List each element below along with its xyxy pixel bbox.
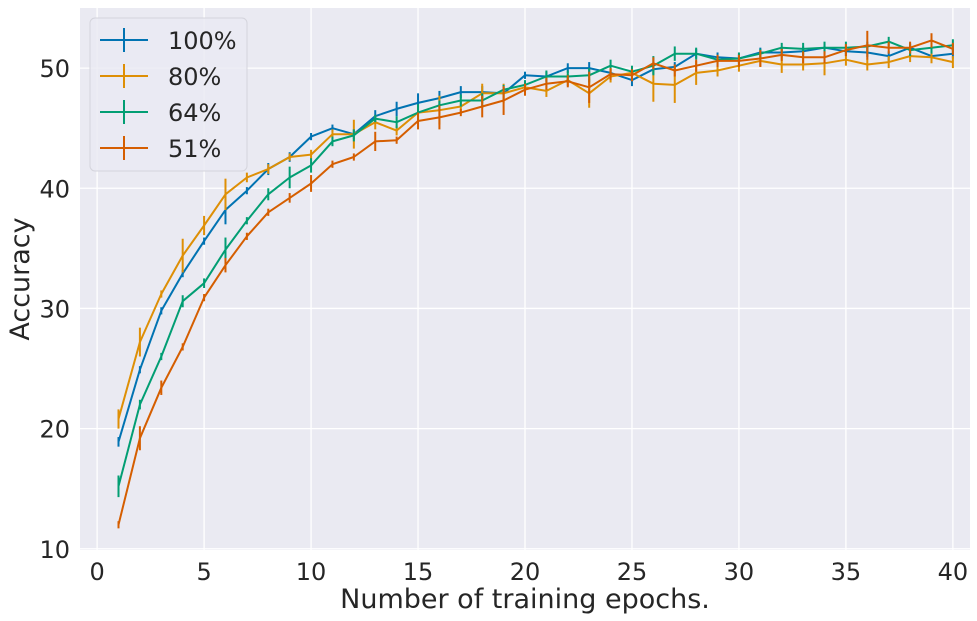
legend-frame [89, 17, 248, 172]
x-axis-label: Number of training epochs. [340, 584, 710, 615]
series-layer [117, 30, 954, 529]
series-51% [117, 30, 954, 529]
legend-item: 64% [100, 99, 221, 127]
grid-lines [80, 8, 970, 550]
legend-label: 51% [168, 135, 221, 163]
x-tick-label: 10 [296, 558, 327, 586]
x-tick-label: 15 [403, 558, 434, 586]
series-line [117, 55, 954, 420]
x-tick-label: 5 [196, 558, 211, 586]
x-tick-label: 30 [724, 558, 755, 586]
legend-item: 100% [100, 27, 237, 55]
x-tick-label: 35 [831, 558, 862, 586]
x-tick-label: 40 [938, 558, 969, 586]
x-tick-label: 0 [89, 558, 104, 586]
series-line [117, 46, 954, 443]
y-tick-label: 30 [39, 295, 70, 323]
y-tick-label: 20 [39, 416, 70, 444]
y-axis-label: Accuracy [5, 217, 36, 340]
x-tick-label: 20 [510, 558, 541, 586]
y-tick-label: 10 [39, 536, 70, 564]
legend-item: 80% [100, 63, 221, 91]
legend-label: 64% [168, 99, 221, 127]
tick-labels: 0 5 10 15 20 25 30 35 40 10 20 30 40 50 [39, 55, 968, 586]
series-line [117, 40, 954, 487]
x-tick-label: 25 [617, 558, 648, 586]
legend-label: 80% [168, 63, 221, 91]
y-tick-label: 40 [39, 175, 70, 203]
legend-label: 100% [168, 27, 237, 55]
legend-item: 51% [100, 135, 221, 163]
y-tick-label: 50 [39, 55, 70, 83]
legend: 100% 80% 64% 51% [89, 17, 248, 172]
series-line [117, 39, 954, 526]
